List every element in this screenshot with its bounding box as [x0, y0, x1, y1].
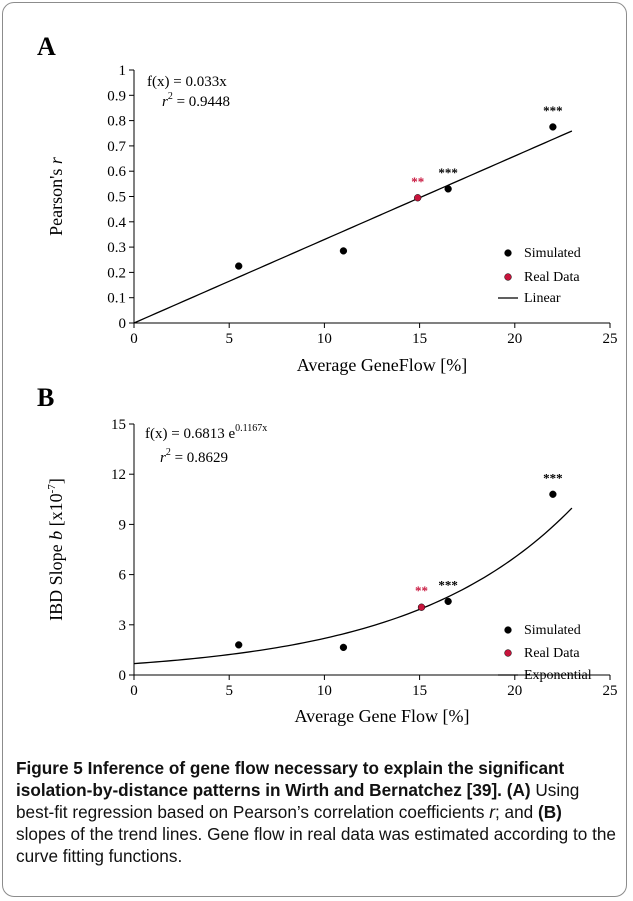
data-point-simulated [549, 123, 557, 131]
y-axis-title-unit: [x10 [46, 493, 66, 531]
significance-label: *** [438, 577, 458, 592]
caption-part-a-var: r [489, 802, 495, 822]
x-tick-label: 0 [130, 683, 138, 699]
legend-label-simulated: Simulated [524, 623, 581, 638]
y-tick-label: 0.2 [107, 265, 126, 281]
r-squared-var: r [162, 94, 168, 110]
significance-label: ** [415, 583, 428, 598]
legend-marker-real-data [504, 649, 512, 657]
data-point-real-data [417, 603, 426, 611]
legend-label-real-data: Real Data [524, 270, 580, 285]
caption-part-a-tail: ; and [494, 802, 538, 822]
fit-equation-exponent: 0.1167x [235, 423, 267, 434]
y-tick-label: 9 [119, 517, 127, 533]
y-tick-label: 0.8 [107, 114, 126, 130]
x-tick-label: 10 [317, 331, 332, 347]
legend-label-fit: Linear [524, 291, 561, 306]
caption-part-b-label: (B) [538, 802, 562, 822]
figure-caption: Figure 5 Inference of gene flow necessar… [16, 757, 616, 867]
legend-label-real-data: Real Data [524, 646, 580, 661]
data-point-simulated [339, 247, 348, 255]
panel-label: A [37, 32, 56, 61]
y-tick-label: 3 [119, 618, 127, 634]
y-tick-label: 12 [111, 467, 126, 483]
y-tick-label: 0.9 [107, 88, 126, 104]
x-tick-label: 10 [317, 683, 332, 699]
caption-part-b-text: slopes of the trend lines. Gene flow in … [16, 824, 616, 866]
caption-title: Figure 5 Inference of gene flow necessar… [16, 758, 565, 800]
y-axis-title-main: IBD Slope [46, 540, 66, 621]
caption-part-a-label: (A) [506, 780, 531, 800]
fit-line [133, 507, 573, 665]
y-axis-title-var: r [46, 156, 66, 164]
r-squared-sup: 2 [166, 447, 171, 458]
y-tick-label: 0.3 [107, 240, 126, 256]
y-axis-title-main: Pearson's [46, 164, 66, 236]
caption-part-a-text: Using best-fit regression based on Pears… [16, 780, 580, 822]
r-squared-value: = 0.9448 [173, 94, 230, 110]
y-tick-label: 0 [119, 316, 127, 332]
fit-r-squared: r2 = 0.8629 [160, 447, 228, 466]
x-tick-label: 5 [225, 683, 233, 699]
significance-label: *** [543, 103, 563, 118]
significance-label: *** [438, 165, 458, 180]
significance-label: *** [543, 470, 563, 485]
legend-label-simulated: Simulated [524, 246, 581, 261]
y-tick-label: 0.4 [107, 215, 126, 231]
data-point-simulated [235, 641, 243, 649]
x-tick-label: 15 [412, 331, 427, 347]
y-tick-label: 0.1 [107, 291, 126, 307]
fit-equation: f(x) = 0.6813 e0.1167x [145, 423, 267, 442]
y-tick-label: 0 [119, 668, 127, 684]
x-tick-label: 20 [507, 331, 522, 347]
x-tick-label: 20 [507, 683, 522, 699]
significance-label: ** [411, 174, 424, 189]
legend-marker-simulated [504, 626, 512, 634]
y-axis-title-close: ] [46, 478, 66, 484]
x-tick-label: 15 [412, 683, 427, 699]
y-axis-title: Pearson's r [46, 156, 66, 236]
fit-r-squared: r2 = 0.9448 [162, 91, 230, 110]
x-tick-label: 25 [603, 683, 618, 699]
data-point-simulated [444, 597, 452, 606]
x-axis-title: Average GeneFlow [%] [297, 355, 468, 375]
y-axis-title-sup: -7 [46, 484, 58, 494]
y-tick-label: 15 [111, 417, 126, 433]
y-tick-label: 0.5 [107, 190, 126, 206]
r-squared-value: = 0.8629 [171, 450, 228, 466]
y-tick-label: 6 [119, 568, 127, 584]
y-axis-title-var: b [46, 531, 66, 540]
legend-marker-real-data [504, 273, 512, 281]
x-tick-label: 5 [225, 331, 233, 347]
panel-label: B [37, 383, 54, 412]
y-axis-title: IBD Slope b [x10-7] [46, 478, 66, 621]
y-tick-label: 1 [119, 63, 127, 79]
data-point-simulated [235, 262, 243, 270]
data-point-simulated [444, 185, 452, 193]
chart-panel-b: B 0 3 6 9 12 15 0 5 10 15 20 25 Average Gene Flow [%]… [37, 383, 618, 726]
data-point-simulated [549, 490, 557, 498]
y-tick-label: 0.6 [107, 164, 126, 180]
x-tick-label: 0 [130, 331, 138, 347]
legend-marker-simulated [504, 249, 512, 257]
r-squared-sup: 2 [168, 91, 173, 102]
fit-line [133, 130, 573, 324]
data-point-real-data [414, 194, 422, 202]
data-point-simulated [339, 643, 348, 652]
fit-equation: f(x) = 0.033x [147, 74, 227, 90]
x-tick-label: 25 [603, 331, 618, 347]
r-squared-var: r [160, 450, 166, 466]
chart-panel-a: A00.10.20.30.40.50.60.70.80.910 5 10 15 20 25… [37, 32, 618, 375]
x-axis-title: Average Gene Flow [%] [294, 706, 469, 726]
legend-label-fit: Exponential [524, 668, 592, 683]
y-tick-label: 0.7 [107, 139, 126, 155]
